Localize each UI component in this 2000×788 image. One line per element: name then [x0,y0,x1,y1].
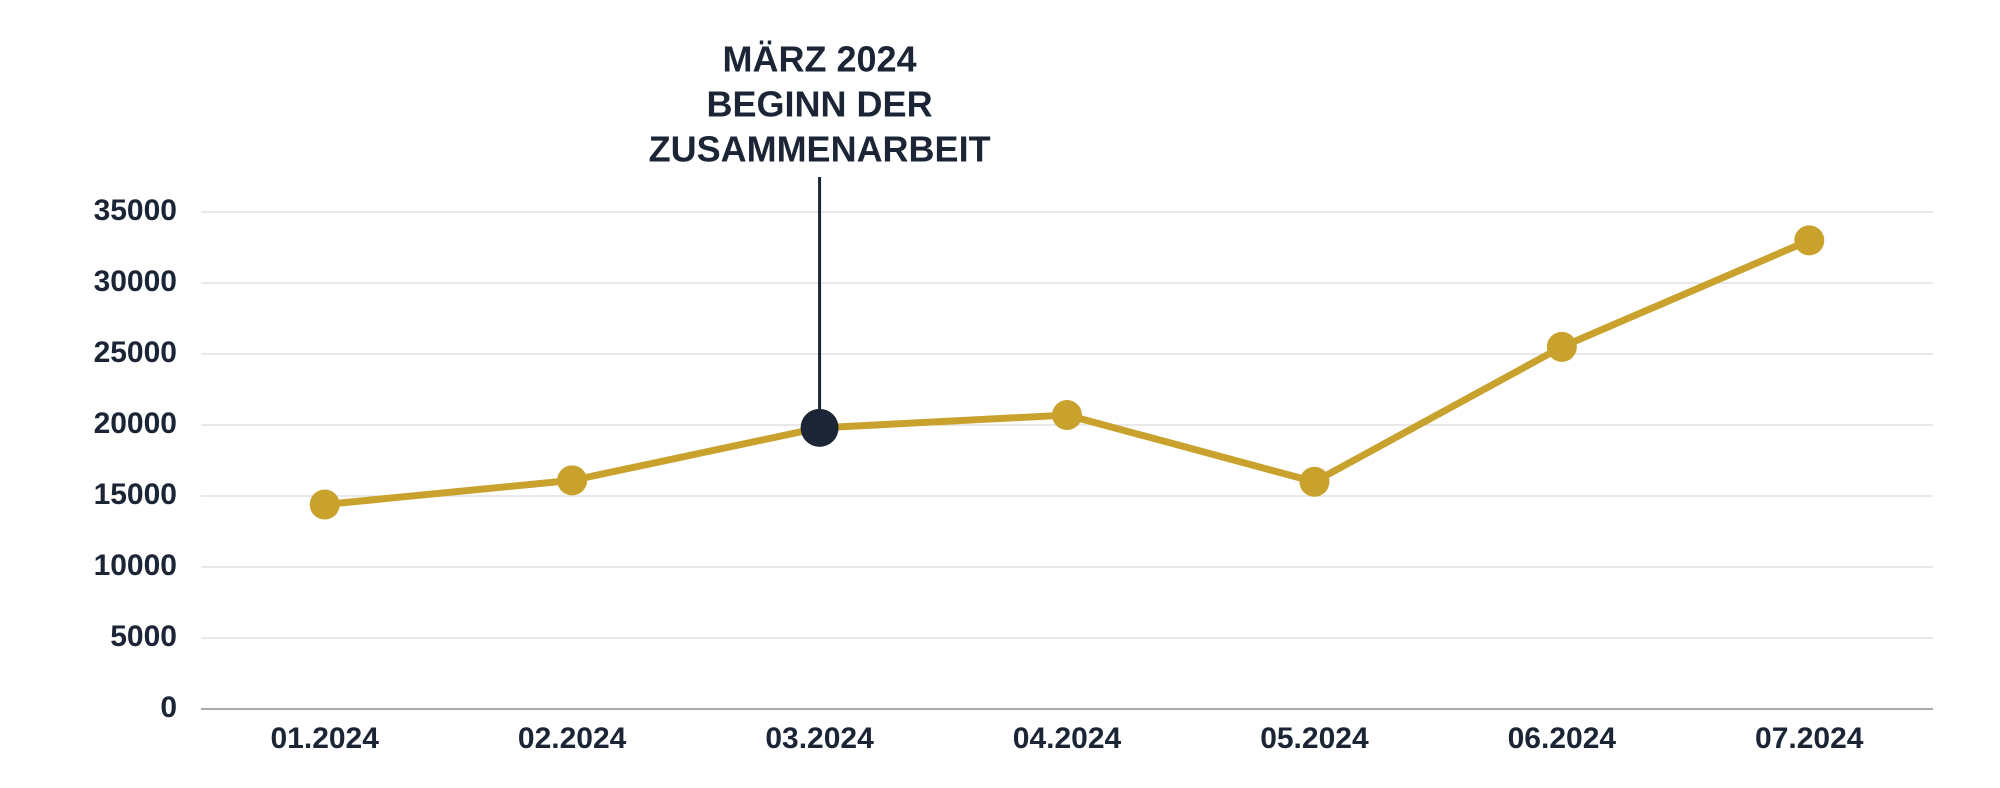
y-tick-label: 30000 [94,265,177,298]
series-line [324,237,1811,509]
x-tick-label: 06.2024 [1508,722,1617,755]
x-tick-label: 05.2024 [1260,722,1369,755]
annotation-text: ZUSAMMENARBEIT [649,129,991,170]
marker [557,465,588,496]
x-tick-label: 03.2024 [765,722,874,755]
y-tick-label: 35000 [94,194,177,227]
x-tick-label: 07.2024 [1755,722,1864,755]
marker [1546,331,1577,362]
marker [1052,400,1082,431]
y-tick-label: 0 [160,691,177,724]
highlight-marker [800,408,839,447]
y-tick-label: 25000 [94,336,177,369]
x-tick-label: 01.2024 [270,722,379,755]
y-tick-label: 10000 [94,549,177,582]
y-tick-label: 20000 [94,407,177,440]
y-tick-label: 5000 [110,620,177,653]
marker [309,489,340,520]
x-tick-label: 04.2024 [1013,722,1122,755]
annotation-text: MÄRZ 2024 [723,39,917,80]
annotation-text: BEGINN DER [707,84,933,125]
x-tick-label: 02.2024 [518,722,627,755]
marker [1299,466,1330,497]
marker [1794,225,1825,256]
y-tick-label: 15000 [94,478,177,511]
